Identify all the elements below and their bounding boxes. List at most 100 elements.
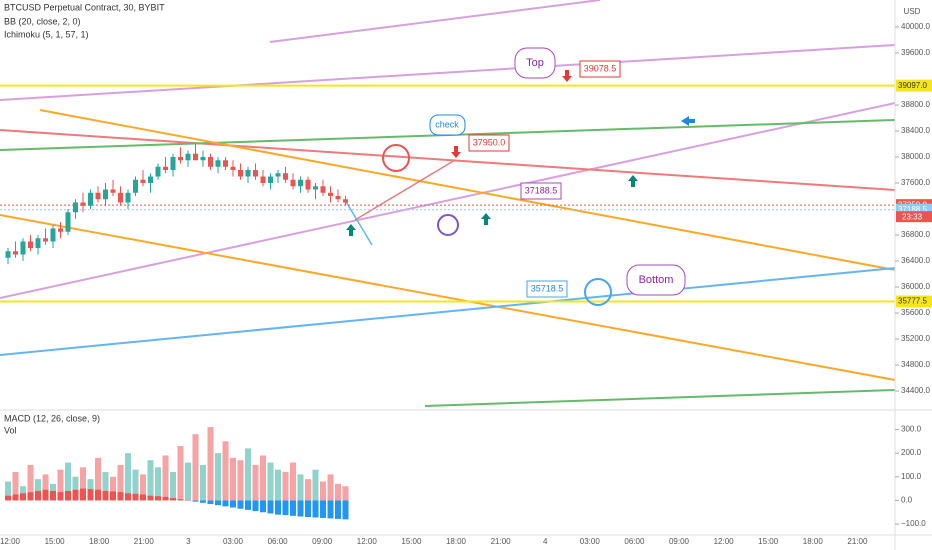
volume-bar [185, 462, 191, 501]
candle-body [148, 176, 153, 183]
candle-body [335, 195, 341, 200]
arrow-icon [562, 70, 572, 82]
note-text: 37950.0 [473, 137, 506, 147]
countdown-badge [896, 211, 932, 223]
price-note [520, 182, 562, 200]
candle-body [208, 156, 213, 167]
macd-histogram-bar [95, 489, 101, 501]
macd-histogram-bar [275, 500, 281, 515]
trend-line [0, 44, 896, 101]
candle-body [73, 202, 78, 213]
candle-body [5, 251, 11, 258]
countdown: 23:33 [902, 212, 923, 221]
time-tick-label: 18:00 [803, 537, 824, 546]
macd-histogram-bar [215, 500, 221, 506]
time-tick-label: 21:00 [134, 537, 155, 546]
candle-body [245, 169, 251, 177]
trend-line [0, 129, 896, 191]
price-level-label: 39097.0 [898, 81, 927, 90]
macd-histogram-bar [192, 500, 199, 502]
macd-histogram-bar [20, 493, 26, 501]
arrow-line [344, 199, 373, 246]
sad-face [584, 278, 612, 306]
candle-body [50, 228, 56, 242]
callout-text: check [435, 119, 459, 129]
macd-histogram-bar [320, 500, 326, 518]
candle-body [305, 179, 311, 190]
time-tick-label: 18:00 [89, 537, 110, 546]
volume-bar [65, 462, 71, 501]
bubbles [429, 47, 686, 298]
macd-histogram-bar [155, 496, 161, 501]
macd-histogram-bar [87, 489, 94, 501]
volume-bar [35, 479, 41, 501]
price-level-label: 37188.5 [898, 205, 927, 214]
candle-body [95, 192, 101, 200]
volume-bar [312, 469, 319, 501]
arrow-icon [628, 175, 638, 187]
price-level-badge [896, 295, 932, 308]
icons [346, 70, 695, 306]
macd-histogram-bar [305, 500, 311, 517]
arrow-icon [451, 146, 461, 158]
volume-bar [177, 446, 184, 501]
candle-body [20, 241, 26, 255]
time-tick-label: 06:00 [624, 537, 645, 546]
candle-body [43, 238, 48, 242]
volume-bar [147, 460, 154, 501]
unit-label: USD [904, 7, 921, 16]
volume-bar [117, 464, 124, 501]
volume-bar [42, 474, 49, 501]
macd-histogram-bar [27, 492, 34, 501]
volume-bar [252, 464, 259, 501]
volume-bar [267, 462, 274, 501]
volume-bar [335, 483, 341, 501]
volume-bar [245, 448, 251, 501]
volume-bar [305, 479, 311, 501]
macd-histogram-bar [110, 491, 116, 501]
arrow-line [354, 159, 456, 221]
price-tick-label: 36800.0 [901, 230, 930, 239]
volume-bar [215, 453, 221, 501]
candle-body [65, 212, 71, 232]
candle-body [13, 251, 18, 255]
indicator-label: MACD (12, 26, close, 9) [4, 413, 100, 423]
macd-histogram-bar [245, 500, 251, 510]
callout-bottom [626, 264, 686, 296]
macd-histogram-bar [80, 488, 86, 501]
macd-histogram-bar [102, 490, 109, 501]
macd-histogram-bar [147, 495, 154, 501]
price-tick-label: 34800.0 [901, 360, 930, 369]
note-text: 37188.5 [525, 185, 558, 195]
volume-bar [155, 467, 161, 501]
price-tick-label: 38400.0 [901, 126, 930, 135]
volume-bar [230, 457, 236, 501]
macd-histogram-bar [162, 496, 169, 501]
candle-body [313, 186, 318, 190]
candle-body [125, 192, 131, 203]
macd-histogram-bar [35, 490, 41, 501]
candle-body [275, 173, 281, 177]
volume-bar [12, 472, 19, 501]
volume-bar [237, 460, 244, 501]
volume-bar [140, 474, 146, 501]
time-tick-label: 12:00 [357, 537, 378, 546]
candle-body [80, 202, 86, 206]
macd-tick-label: 100.0 [901, 472, 922, 481]
candle-body [298, 179, 303, 187]
price-note [526, 280, 568, 298]
candle-body [328, 192, 333, 196]
time-tick-label: 21:00 [847, 537, 868, 546]
happy-face [382, 144, 410, 172]
price-tick-label: 34400.0 [901, 386, 930, 395]
macd-histogram-bar [252, 500, 259, 512]
volume-bar [125, 453, 131, 501]
candle-body [268, 176, 273, 183]
macd-histogram-bar [57, 492, 64, 501]
candle-body [193, 153, 198, 161]
time-tick-label: 3 [186, 537, 191, 546]
volume-bar [170, 472, 176, 501]
macd-histogram-bar [140, 494, 146, 501]
time-tick-label: 03:00 [223, 537, 244, 546]
candle-body [200, 156, 206, 161]
